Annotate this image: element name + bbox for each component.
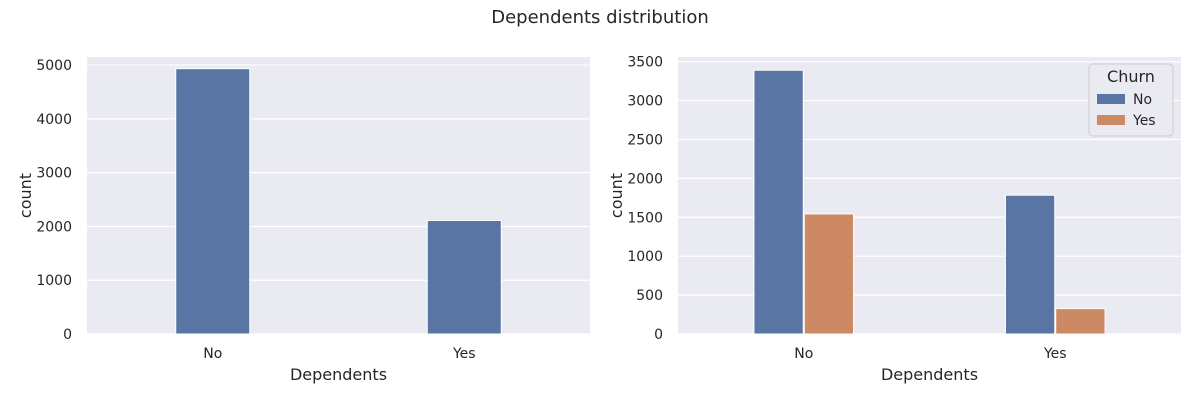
- y-tick-label: 500: [636, 288, 663, 304]
- bar-yes-no: [1004, 194, 1056, 335]
- legend-label: No: [1133, 92, 1152, 108]
- plot-background: [87, 57, 590, 334]
- y-tick-label: 1000: [627, 249, 663, 265]
- legend-title: Churn: [1107, 67, 1155, 86]
- y-tick-label: 0: [63, 327, 72, 343]
- bar-no: [175, 68, 251, 335]
- y-axis-label: count: [16, 173, 35, 218]
- y-tick-label: 2000: [627, 171, 663, 187]
- figure-title: Dependents distribution: [491, 7, 709, 28]
- bar-no-no: [753, 69, 804, 335]
- y-tick-label: 3000: [627, 94, 663, 110]
- right-chart-panel: 0 500 1000 1500 2000 2500 3000 3500 No Yes Depende…: [607, 55, 1181, 384]
- x-tick-label: No: [203, 346, 222, 362]
- bar-yes-yes: [1055, 308, 1106, 335]
- legend: Churn No Yes: [1088, 63, 1174, 137]
- legend-swatch-no: [1097, 94, 1125, 104]
- y-axis-label: count: [607, 173, 626, 218]
- bar-yes: [426, 220, 502, 335]
- x-tick-label: Yes: [452, 346, 476, 362]
- x-axis-label: Dependents: [881, 365, 978, 384]
- y-tick-label: 0: [654, 327, 663, 343]
- x-tick-label: No: [794, 346, 813, 362]
- y-tick-label: 1500: [627, 210, 663, 226]
- y-tick-label: 2000: [36, 219, 72, 235]
- y-tick-label: 2500: [627, 132, 663, 148]
- legend-label: Yes: [1132, 113, 1156, 129]
- bar-no-yes: [803, 213, 855, 335]
- legend-swatch-yes: [1097, 115, 1125, 125]
- y-tick-label: 4000: [36, 112, 72, 128]
- y-tick-label: 5000: [36, 58, 72, 74]
- y-tick-label: 3000: [36, 166, 72, 182]
- y-tick-label: 1000: [36, 273, 72, 289]
- x-axis-label: Dependents: [290, 365, 387, 384]
- x-tick-label: Yes: [1043, 346, 1067, 362]
- left-chart-panel: 0 1000 2000 3000 4000 5000 No Yes Dependents coun…: [16, 57, 590, 384]
- y-tick-label: 3500: [627, 55, 663, 71]
